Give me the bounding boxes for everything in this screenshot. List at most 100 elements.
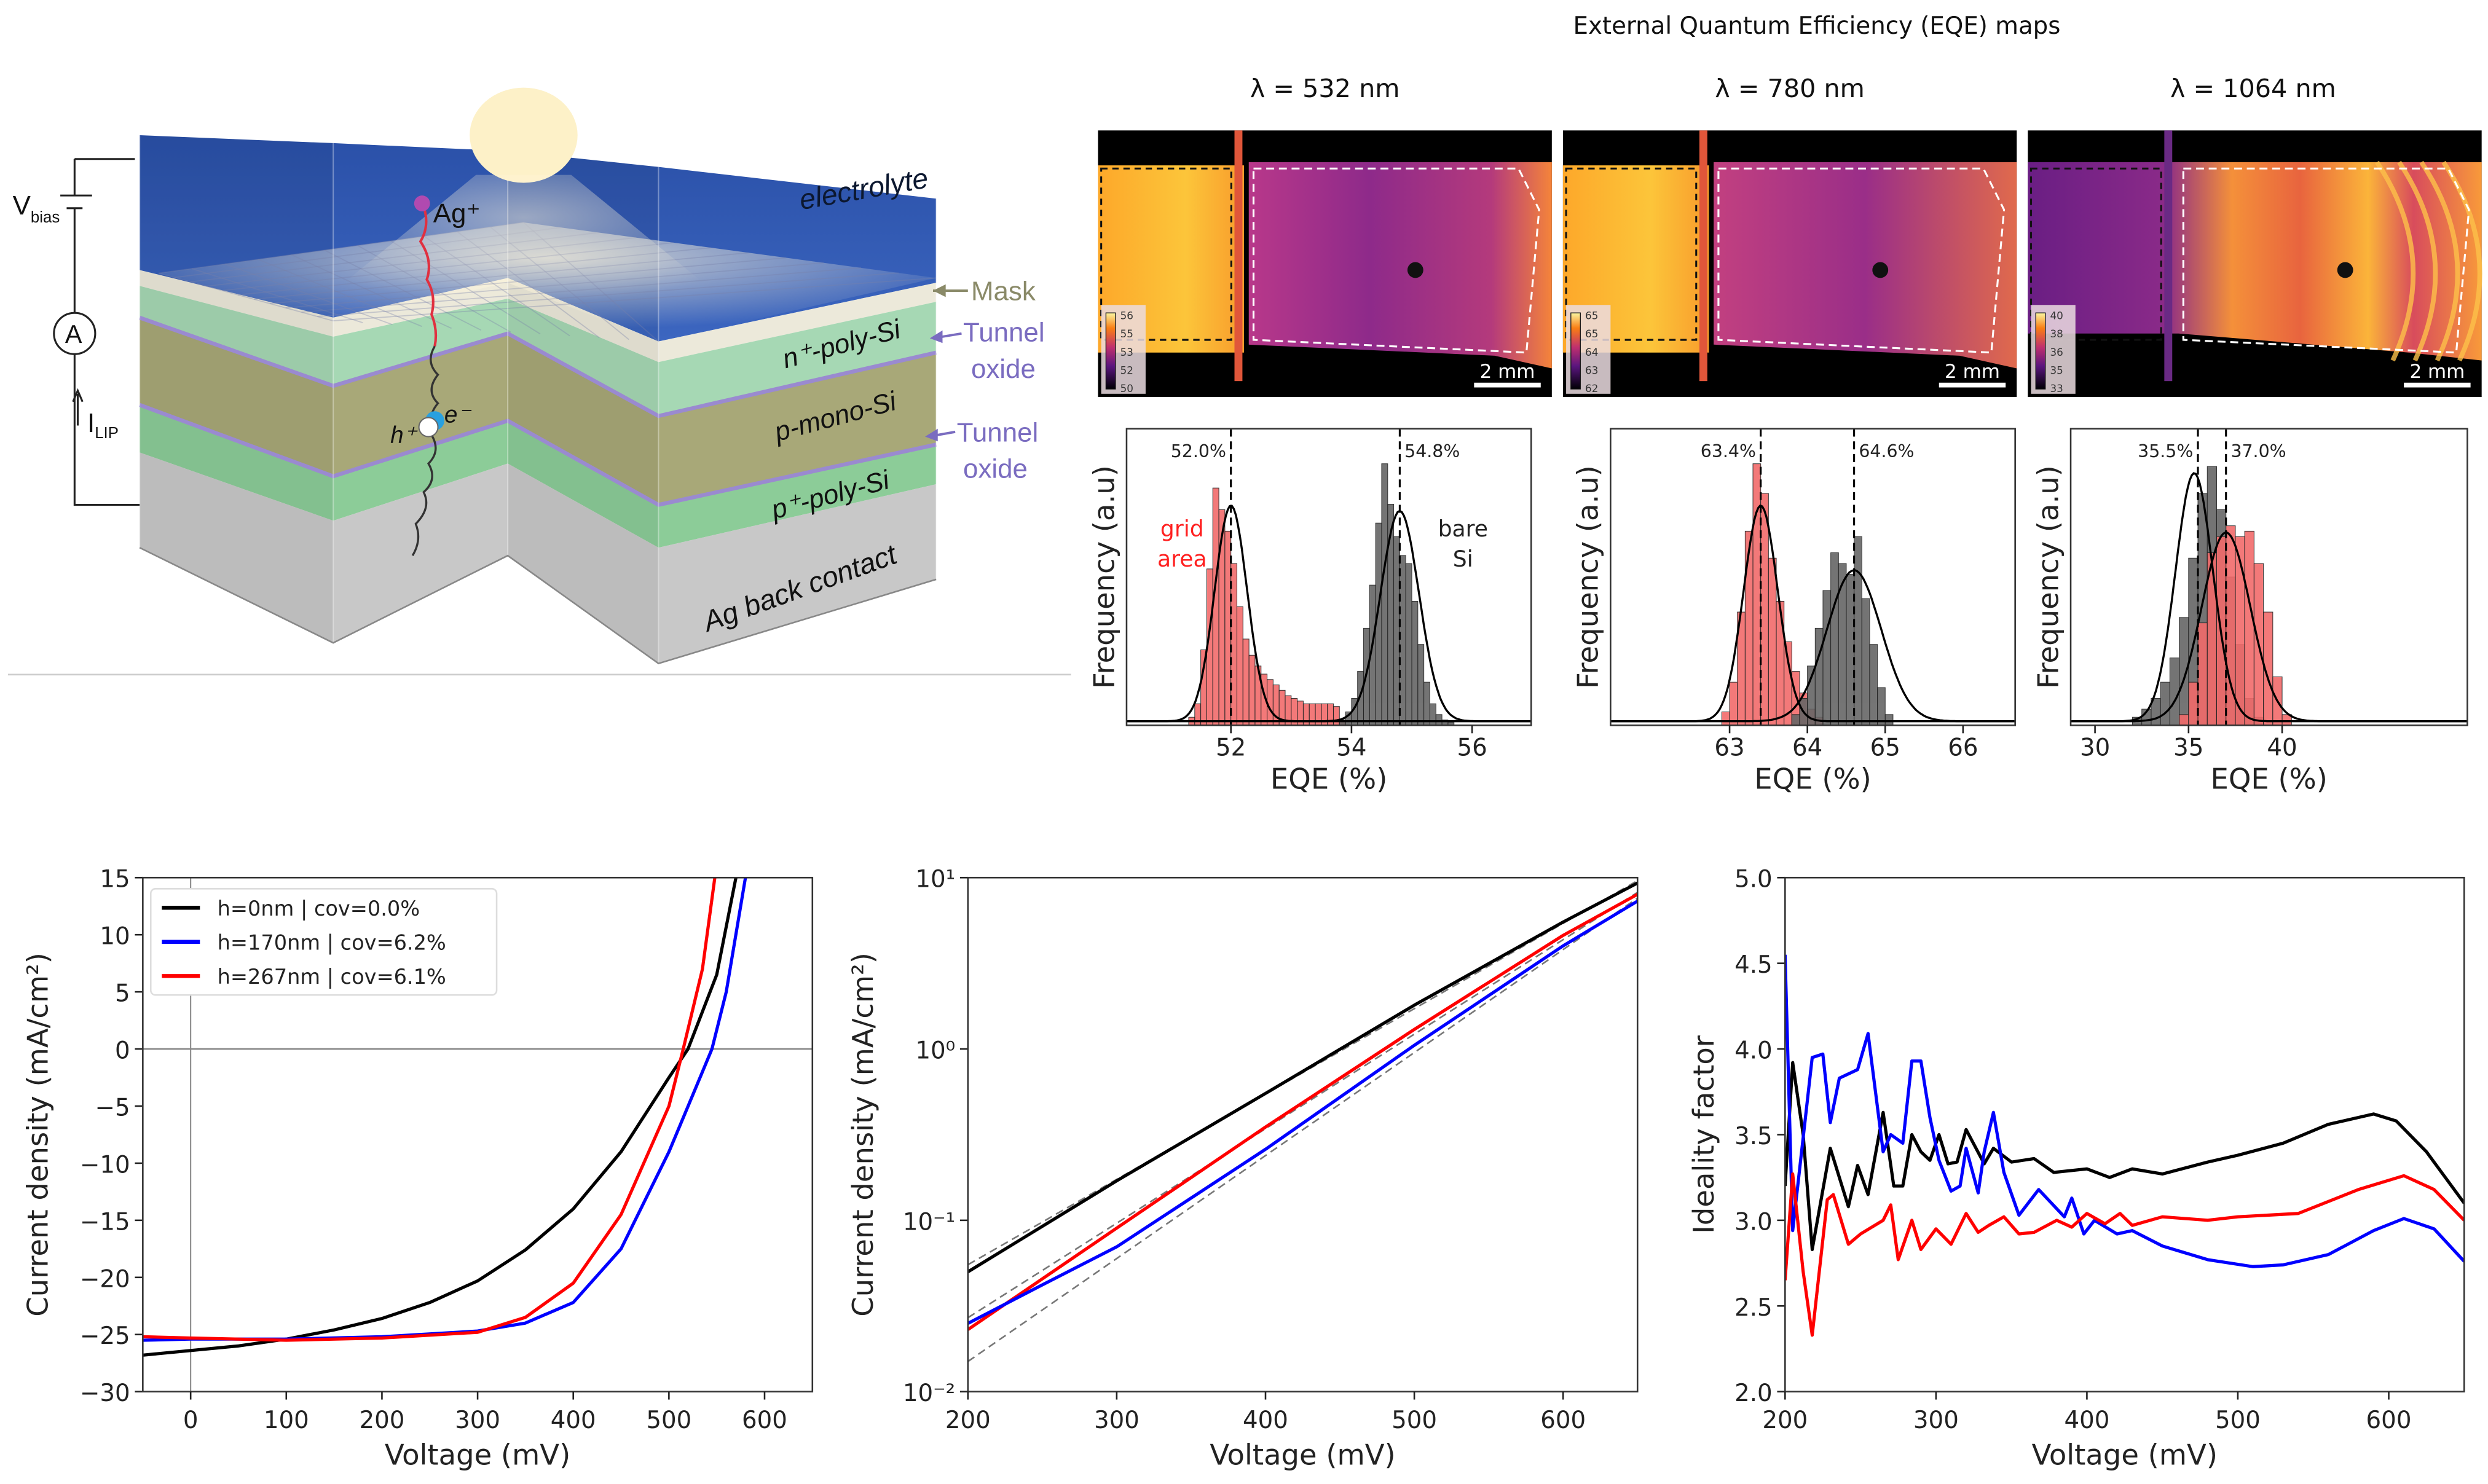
- busbar-strip: [1699, 130, 1707, 382]
- x-axis-label: Voltage (mV): [1210, 1438, 1395, 1471]
- histogram-bar: [2281, 714, 2292, 726]
- x-tick-label: 300: [1913, 1407, 1959, 1434]
- histogram-bar: [1405, 563, 1412, 726]
- mask-grid-line: [158, 272, 334, 321]
- eqe-map-2: λ = 780 nm 65 65 64 63 62 2 mm: [1562, 74, 2017, 397]
- grid-area-outline: [1100, 167, 1232, 341]
- y-tick-label: −20: [80, 1265, 130, 1293]
- wavelength-label: λ = 780 nm: [1715, 74, 1865, 103]
- electron-label: e⁻: [444, 401, 472, 428]
- bias-circuit: [53, 158, 140, 506]
- x-tick-label: 600: [742, 1407, 787, 1434]
- map-region: [2028, 162, 2482, 361]
- light-beam: [301, 175, 746, 318]
- x-tick-label: 63: [1714, 734, 1744, 761]
- x-tick-label: 65: [1870, 734, 1900, 761]
- series-line: [1785, 1061, 2465, 1251]
- mean-label: 64.6%: [1859, 441, 1914, 461]
- histogram-bar: [1752, 463, 1762, 726]
- x-tick-label: 200: [1762, 1407, 1808, 1434]
- x-tick-label: 0: [183, 1407, 199, 1434]
- histogram-bar: [1381, 463, 1388, 726]
- colorbar: [1570, 312, 1581, 390]
- plot-area: [2071, 466, 2468, 726]
- hole-label: h⁺: [390, 422, 418, 449]
- legend: h=0nm | cov=0.0% h=170nm | cov=6.2% h=267n…: [149, 888, 498, 996]
- scale-bar-label: 2 mm: [1480, 361, 1535, 383]
- eqe-map-3: λ = 1064 nm 40 38 36 35 33 2 mm: [2028, 74, 2482, 397]
- fit-line: [967, 897, 1638, 1362]
- x-tick-label: 400: [1243, 1407, 1288, 1434]
- x-tick-label: 52: [1216, 734, 1246, 761]
- x-tick-label: 500: [646, 1407, 691, 1434]
- mask-label: Mask: [971, 277, 1036, 307]
- gaussian-fit-line: [1610, 569, 2015, 723]
- y-tick-label: 3.5: [1734, 1123, 1773, 1150]
- histogram-bar: [2197, 622, 2208, 726]
- ammeter-label: A: [65, 320, 82, 348]
- y-tick-label: −10: [80, 1151, 130, 1179]
- busbar-strip: [1234, 130, 1243, 382]
- x-tick-label: 64: [1792, 734, 1822, 761]
- histogram-bar: [2244, 530, 2254, 726]
- tunnel-oxide-label-line1: Tunnel: [963, 318, 1045, 348]
- carrier-path-black: [411, 345, 439, 557]
- defect-spot: [1872, 262, 1889, 278]
- histogram-bar: [1884, 714, 1894, 726]
- histogram-bar: [2179, 714, 2189, 726]
- tunnel-oxide-label-line2: oxide: [971, 354, 1036, 384]
- eqe-maps-title: External Quantum Efficiency (EQE) maps: [1573, 12, 2061, 40]
- histogram-bar: [1830, 552, 1839, 726]
- axes-frame: [1125, 428, 1532, 726]
- colorbar-tick-label: 64: [1585, 346, 1598, 358]
- x-tick-label: 35: [2173, 734, 2203, 761]
- y-tick-label: 10⁻¹: [903, 1208, 955, 1236]
- y-tick-label: 0: [115, 1037, 130, 1065]
- y-tick-label: −25: [80, 1322, 130, 1350]
- x-tick-label: 600: [2366, 1407, 2412, 1434]
- series-label: Si: [1453, 546, 1473, 572]
- v-bias-label: Vbias: [13, 190, 60, 226]
- block-bottom-edge: [139, 547, 937, 665]
- mean-label: 37.0%: [2230, 441, 2286, 461]
- series-line: [1785, 1172, 2465, 1337]
- bare-si-outline: [1252, 167, 1540, 354]
- hole-icon: [418, 417, 439, 438]
- y-axis-label: Current density (mA/cm²): [21, 952, 54, 1317]
- x-tick-label: 66: [1948, 734, 1978, 761]
- grid-area-outline: [1565, 167, 1698, 341]
- colorbar-tick-label: 38: [2050, 328, 2063, 340]
- x-tick-label: 200: [359, 1407, 404, 1434]
- y-axis-label: Frequency (a.u): [1087, 465, 1120, 689]
- y-tick-label: 10⁻²: [903, 1380, 955, 1407]
- solar-cell-schematic: Ag⁺ h⁺ e⁻ electrolyte n⁺-poly-Si p-mono-…: [7, 87, 1071, 676]
- histogram-bar: [1242, 638, 1250, 726]
- histogram-bar: [1791, 714, 1800, 726]
- interference-fringe: [2419, 160, 2460, 362]
- x-tick-label: 40: [2267, 734, 2297, 761]
- colorbar: [2035, 312, 2046, 390]
- histogram-bar: [2169, 658, 2180, 726]
- colorbar-tick-label: 63: [1585, 364, 1598, 377]
- tunnel-oxide-label-line2: oxide: [963, 454, 1028, 484]
- histogram-bar: [1854, 536, 1862, 726]
- tunnel-oxide-annotation-1: Tunnel oxide: [929, 318, 1045, 384]
- busbar-strip: [2164, 130, 2173, 382]
- histogram-bar: [1822, 590, 1832, 726]
- x-axis-label: Voltage (mV): [385, 1438, 570, 1471]
- y-tick-label: 15: [100, 866, 130, 893]
- x-tick-label: 600: [1540, 1407, 1586, 1434]
- histogram-bar: [1721, 711, 1730, 726]
- ag-ion-label: Ag⁺: [433, 198, 481, 229]
- colorbar-tick-label: 35: [2050, 364, 2063, 377]
- plot-area: [967, 880, 1638, 1362]
- histogram-bar: [1236, 606, 1243, 726]
- chart-2: 63.4% 64.6% 63 64 65 66 EQE (%) Frequency (a.u): [1572, 428, 2016, 796]
- scale-bar-label: 2 mm: [2409, 361, 2465, 383]
- x-tick-label: 200: [945, 1407, 991, 1434]
- ammeter-icon: [53, 312, 96, 355]
- chart-1: 52.0% 54.8% grid area bare Si 52 54 56 EQE (%) Fre…: [1087, 428, 1532, 796]
- fit-line: [967, 892, 1638, 1319]
